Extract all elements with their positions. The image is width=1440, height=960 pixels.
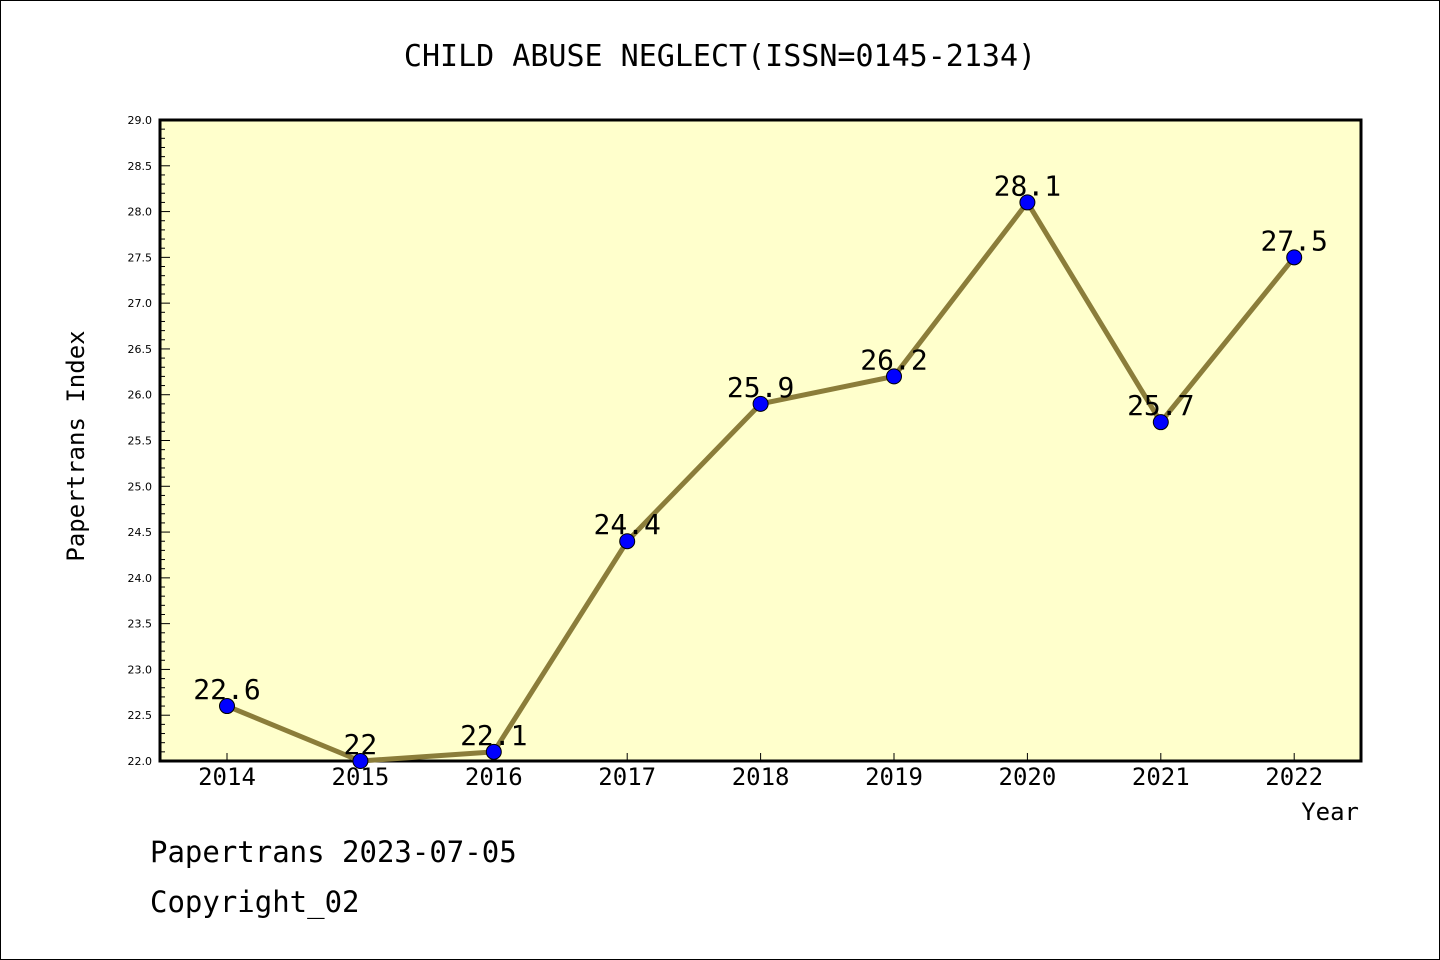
footer-date-text: Papertrans 2023-07-05 [150, 835, 517, 869]
data-point [886, 368, 902, 385]
x-tick-label: 2021 [1132, 763, 1190, 791]
data-label: 28.1 [994, 169, 1061, 202]
data-point [1152, 414, 1169, 431]
x-tick-label: 2018 [732, 763, 790, 791]
y-tick-label: 27.0 [128, 297, 153, 310]
y-tick-label: 24.5 [128, 526, 153, 539]
x-tick-label: 2016 [465, 763, 523, 791]
y-tick-label: 25.5 [128, 435, 153, 448]
y-tick-label: 23.5 [128, 618, 153, 631]
data-label: 22.1 [460, 719, 527, 752]
x-tick-label: 2019 [865, 763, 923, 791]
data-label: 22 [344, 728, 378, 761]
y-tick-label: 22.5 [128, 709, 153, 722]
data-label: 26.2 [860, 343, 927, 376]
data-point [219, 698, 235, 715]
y-tick-label: 23.0 [128, 663, 153, 676]
y-tick-label: 28.5 [128, 160, 153, 173]
y-tick-label: 26.5 [128, 343, 153, 356]
data-label: 27.5 [1260, 224, 1327, 257]
x-axis-label: Year [1301, 798, 1359, 826]
data-point [752, 395, 769, 412]
footer-copyright-text: Copyright_02 [150, 885, 360, 919]
chart-title: CHILD ABUSE NEGLECT(ISSN=0145-2134) [404, 39, 1036, 74]
data-label: 25.9 [727, 371, 794, 404]
y-tick-label: 26.0 [128, 389, 153, 402]
data-label: 22.6 [193, 673, 260, 706]
x-tick-label: 2014 [198, 763, 256, 791]
data-point [1286, 249, 1303, 266]
data-point [485, 743, 502, 760]
x-tick-label: 2017 [598, 763, 656, 791]
plot-area [158, 118, 1363, 763]
x-tick-label: 2020 [999, 763, 1057, 791]
data-point [352, 753, 369, 769]
y-tick-label: 24.0 [128, 572, 153, 585]
y-tick-label: 29.0 [128, 114, 153, 127]
y-tick-label: 28.0 [128, 206, 153, 219]
y-axis: 22.0 22.5 23.0 23.5 24.0 24.5 25.0 25.5 26.0 26.5… [128, 114, 170, 768]
data-point [1019, 194, 1036, 211]
x-axis: 2014 2015 2016 2017 2018 2019 2020 2021 2022 [198, 753, 1323, 791]
y-tick-label: 22.0 [128, 755, 153, 768]
series-line-group: 22.6 22 22.1 24.4 25.9 26.2 28.1 25.7 27.5 [193, 169, 1328, 769]
data-label: 24.4 [593, 508, 660, 541]
x-tick-label: 2022 [1265, 763, 1323, 791]
data-label: 25.7 [1127, 389, 1194, 422]
y-axis-label: Papertrans Index [62, 330, 90, 561]
data-point [619, 533, 636, 550]
y-tick-label: 25.0 [128, 480, 153, 493]
y-tick-label: 27.5 [128, 251, 153, 264]
